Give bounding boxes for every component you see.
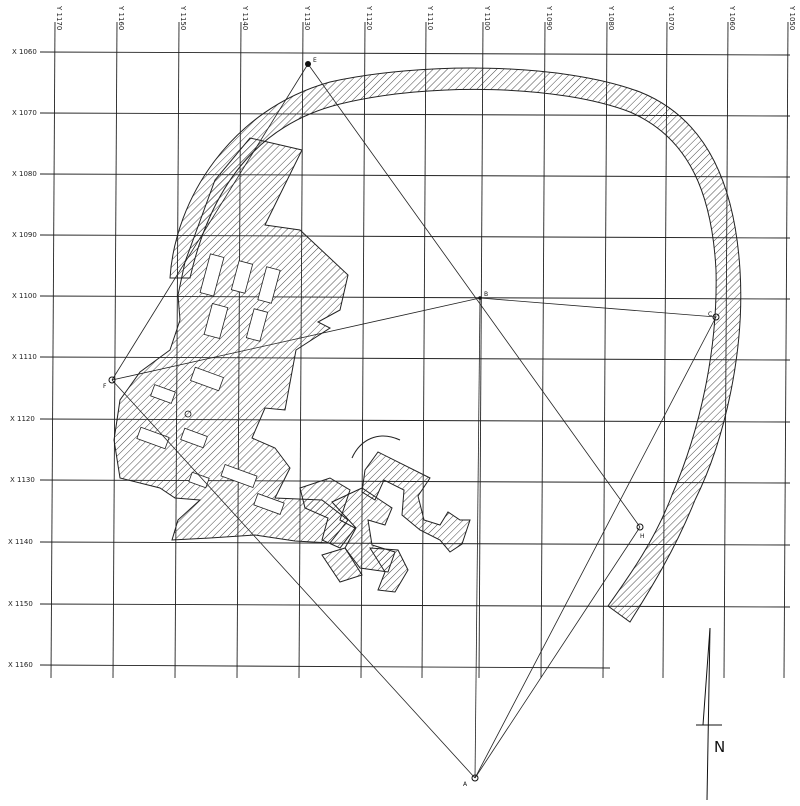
x-label: X 1140 <box>8 538 33 546</box>
y-label: Y 1060 <box>728 5 736 30</box>
north-label: N <box>714 738 725 756</box>
survey-point-c <box>712 313 720 321</box>
survey-points: E B C F H A <box>103 57 720 788</box>
grid-line-y1090 <box>540 21 546 679</box>
y-label: Y 1090 <box>545 5 553 30</box>
survey-line-e-h <box>307 63 641 528</box>
courtyard <box>136 426 170 450</box>
survey-point-b <box>478 296 482 300</box>
survey-point-a <box>471 774 479 782</box>
y-label: Y 1150 <box>179 5 187 30</box>
y-label: Y 1050 <box>788 5 796 30</box>
wall-fragment <box>351 435 401 459</box>
survey-line-h-a <box>474 526 641 779</box>
grid-line-y1130 <box>298 21 304 679</box>
survey-lines <box>111 63 717 779</box>
x-label: X 1130 <box>10 476 35 484</box>
point-label-a: A <box>463 781 468 788</box>
survey-line-e-f <box>111 63 309 381</box>
x-label: X 1090 <box>12 231 37 239</box>
grid-line-x1090 <box>39 234 791 239</box>
courtyard <box>253 493 285 515</box>
grid-line-x1150 <box>39 603 791 608</box>
grid-line-x1060 <box>39 51 791 56</box>
point-label-b: B <box>484 291 488 298</box>
point-label-f: F <box>103 383 107 390</box>
survey-point-h <box>636 523 644 531</box>
building-complex-main <box>113 137 349 544</box>
y-label: Y 1110 <box>426 5 434 30</box>
grid-line-y1120 <box>360 21 366 679</box>
x-label: X 1160 <box>8 661 33 669</box>
grid-line-x1160 <box>39 664 611 669</box>
x-label: X 1060 <box>12 48 37 56</box>
x-label: X 1110 <box>12 353 37 361</box>
grid-line-y1100 <box>478 21 484 679</box>
x-label: X 1150 <box>8 600 33 608</box>
x-label: X 1070 <box>12 109 37 117</box>
grid-line-y1160 <box>112 21 118 679</box>
y-label: Y 1070 <box>667 5 675 30</box>
courtyard <box>188 471 210 489</box>
grid-line-x1110 <box>39 356 791 361</box>
courtyard <box>220 464 258 488</box>
building-block-south-3 <box>321 547 363 583</box>
x-axis-labels: X 1060 X 1070 X 1080 X 1090 X 1100 X 111… <box>8 48 37 669</box>
grid-line-x1100 <box>39 295 791 300</box>
survey-line-b-c <box>479 297 717 318</box>
courtyard <box>203 302 229 340</box>
survey-point-e <box>305 61 311 67</box>
y-axis-labels: Y 1170 Y 1160 Y 1150 Y 1140 Y 1130 Y 112… <box>55 5 796 30</box>
y-label: Y 1080 <box>607 5 615 30</box>
courtyard <box>245 308 269 342</box>
building-block-south-1 <box>299 477 356 549</box>
y-label: Y 1160 <box>117 5 125 30</box>
building-block-east <box>361 451 471 553</box>
y-label: Y 1170 <box>55 5 63 30</box>
grid-line-y1080 <box>602 21 608 679</box>
y-label: Y 1130 <box>303 5 311 30</box>
grid-line-x1080 <box>39 173 791 178</box>
survey-point-inner <box>184 410 192 418</box>
grid-line-y1170 <box>50 21 56 679</box>
point-label-e: E <box>313 57 317 64</box>
courtyards <box>136 253 285 515</box>
x-label: X 1120 <box>10 415 35 423</box>
survey-line-b-a <box>474 297 481 779</box>
y-label: Y 1100 <box>483 5 491 30</box>
point-label-h: H <box>640 533 645 540</box>
fortification-wall <box>169 67 742 623</box>
survey-line-f-a <box>111 379 476 779</box>
y-label: Y 1120 <box>365 5 373 30</box>
courtyard <box>199 253 225 297</box>
point-label-c: C <box>708 311 712 318</box>
building-block-south-4 <box>369 547 409 593</box>
y-label: Y 1140 <box>241 5 249 30</box>
grid-line-x1140 <box>39 541 791 546</box>
grid-line-y1050 <box>783 21 789 679</box>
north-arrow-icon <box>696 627 722 801</box>
survey-point-f <box>108 376 116 384</box>
courtyard <box>150 384 176 404</box>
grid-line-y1110 <box>421 21 427 679</box>
x-label: X 1100 <box>12 292 37 300</box>
courtyard <box>230 260 254 294</box>
courtyard <box>189 366 225 392</box>
courtyard <box>257 266 281 304</box>
survey-line-f-b <box>111 297 481 381</box>
survey-line-c-a <box>474 316 717 779</box>
courtyard <box>180 427 208 449</box>
x-label: X 1080 <box>12 170 37 178</box>
